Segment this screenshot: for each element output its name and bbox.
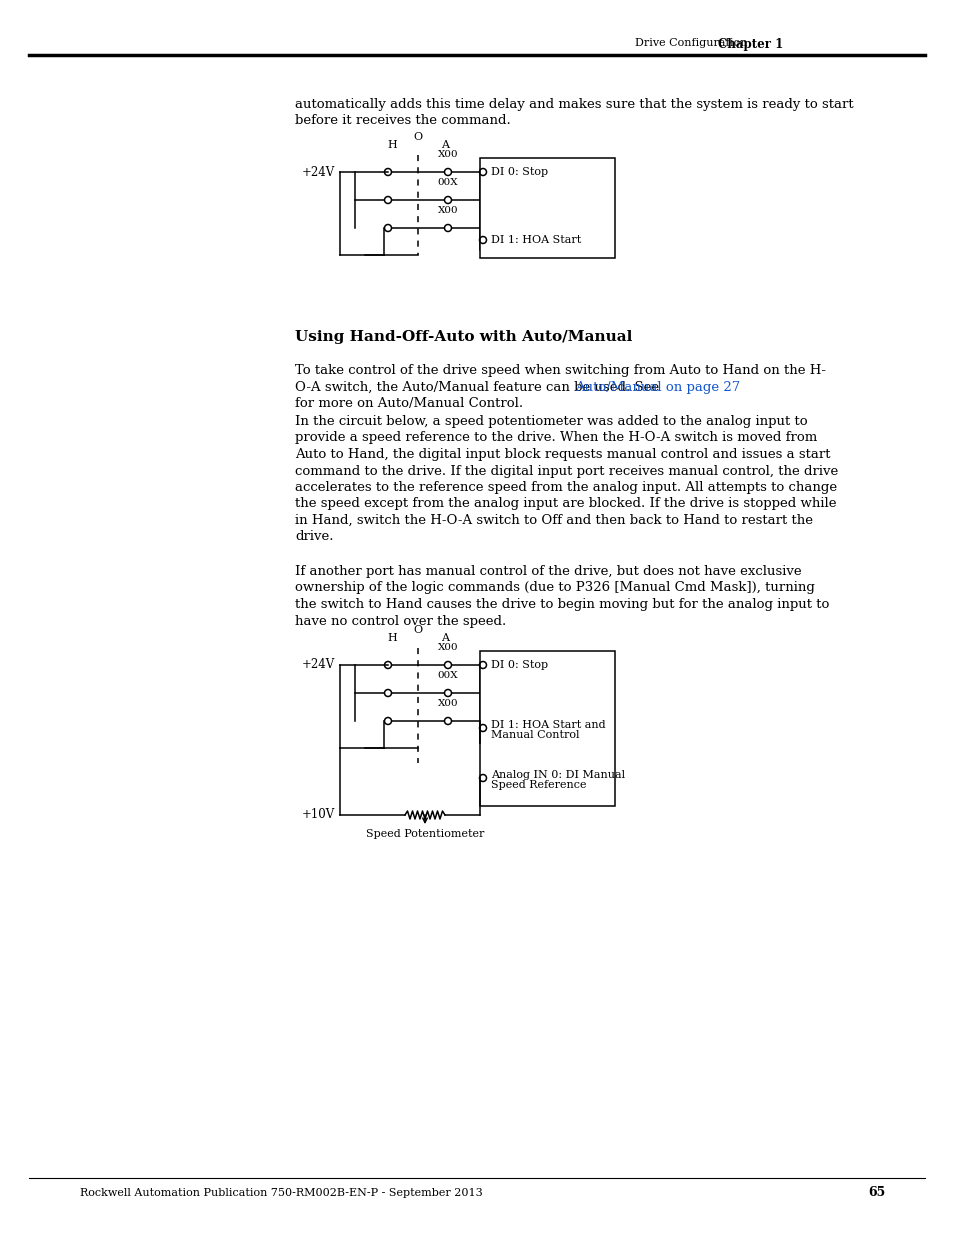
Text: for more on Auto/Manual Control.: for more on Auto/Manual Control. [294, 396, 522, 410]
Text: H: H [387, 634, 396, 643]
Text: Speed Potentiometer: Speed Potentiometer [365, 829, 484, 839]
Text: automatically adds this time delay and makes sure that the system is ready to st: automatically adds this time delay and m… [294, 98, 853, 111]
Text: If another port has manual control of the drive, but does not have exclusive: If another port has manual control of th… [294, 564, 801, 578]
Text: X00: X00 [437, 206, 457, 215]
Text: A: A [440, 634, 449, 643]
Text: X00: X00 [437, 149, 457, 159]
Text: ownership of the logic commands (due to P326 [Manual Cmd Mask]), turning: ownership of the logic commands (due to … [294, 582, 814, 594]
Bar [479, 651, 615, 806]
Text: Using Hand-Off-Auto with Auto/Manual: Using Hand-Off-Auto with Auto/Manual [294, 330, 632, 345]
Text: Rockwell Automation Publication 750-RM002B-EN-P - September 2013: Rockwell Automation Publication 750-RM00… [80, 1188, 482, 1198]
Text: In the circuit below, a speed potentiometer was added to the analog input to: In the circuit below, a speed potentiome… [294, 415, 807, 429]
Text: in Hand, switch the H-O-A switch to Off and then back to Hand to restart the: in Hand, switch the H-O-A switch to Off … [294, 514, 812, 527]
Text: +10V: +10V [301, 809, 335, 821]
Text: X00: X00 [437, 643, 457, 652]
Text: drive.: drive. [294, 531, 334, 543]
Text: DI 1: HOA Start: DI 1: HOA Start [491, 235, 580, 245]
Text: +24V: +24V [301, 658, 335, 672]
Text: 00X: 00X [437, 671, 457, 680]
Text: X00: X00 [437, 699, 457, 708]
Text: 00X: 00X [437, 178, 457, 186]
Text: Auto/Manual on page 27: Auto/Manual on page 27 [575, 380, 740, 394]
Text: Speed Reference: Speed Reference [491, 781, 586, 790]
Text: A: A [440, 140, 449, 149]
Text: the switch to Hand causes the drive to begin moving but for the analog input to: the switch to Hand causes the drive to b… [294, 598, 828, 611]
Text: have no control over the speed.: have no control over the speed. [294, 615, 506, 627]
Text: To take control of the drive speed when switching from Auto to Hand on the H-: To take control of the drive speed when … [294, 364, 825, 377]
Text: before it receives the command.: before it receives the command. [294, 115, 510, 127]
Bar [479, 158, 615, 258]
Text: Drive Configuration: Drive Configuration [635, 38, 747, 48]
Text: Manual Control: Manual Control [491, 730, 578, 740]
Text: the speed except from the analog input are blocked. If the drive is stopped whil: the speed except from the analog input a… [294, 498, 836, 510]
Text: O: O [413, 625, 422, 635]
Text: Chapter 1: Chapter 1 [718, 38, 782, 51]
Text: O: O [413, 132, 422, 142]
Text: Auto to Hand, the digital input block requests manual control and issues a start: Auto to Hand, the digital input block re… [294, 448, 830, 461]
Text: O-A switch, the Auto/Manual feature can be used. See: O-A switch, the Auto/Manual feature can … [294, 380, 662, 394]
Text: Analog IN 0: DI Manual: Analog IN 0: DI Manual [491, 769, 624, 781]
Text: H: H [387, 140, 396, 149]
Text: accelerates to the reference speed from the analog input. All attempts to change: accelerates to the reference speed from … [294, 480, 836, 494]
Text: provide a speed reference to the drive. When the H-O-A switch is moved from: provide a speed reference to the drive. … [294, 431, 817, 445]
Text: +24V: +24V [301, 165, 335, 179]
Text: DI 0: Stop: DI 0: Stop [491, 659, 548, 671]
Text: DI 1: HOA Start and: DI 1: HOA Start and [491, 720, 605, 730]
Text: DI 0: Stop: DI 0: Stop [491, 167, 548, 177]
Text: 65: 65 [868, 1187, 885, 1199]
Text: command to the drive. If the digital input port receives manual control, the dri: command to the drive. If the digital inp… [294, 464, 838, 478]
